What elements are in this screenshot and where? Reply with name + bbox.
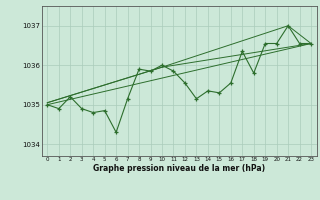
X-axis label: Graphe pression niveau de la mer (hPa): Graphe pression niveau de la mer (hPa) <box>93 164 265 173</box>
